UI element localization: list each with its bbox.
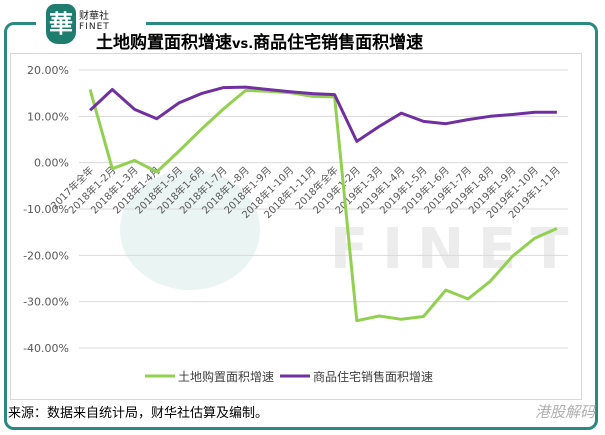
plot-area-border [10,53,582,400]
chart-title: 土地购置面积增速vs.商品住宅销售面积增速 [96,28,423,53]
sales-area-growth-line [89,85,557,143]
brand-en: FINET [79,22,110,32]
y-tick-label: -30.00% [23,296,69,309]
source-note: 来源：数据来自统计局，财华社估算及编制。 [8,406,269,421]
y-tick-label: 0.00% [34,157,69,170]
y-tick-label: -10.00% [23,203,69,216]
y-tick-label: 10.00% [27,110,69,123]
title-part2: 商品住宅销售面积增速 [253,33,424,53]
y-tick-label: -20.00% [23,249,69,262]
y-tick-label: -40.00% [23,342,69,355]
finet-logo-icon: 華 [46,4,76,44]
brand: 财華社 FINET [79,11,110,33]
watermark: 港股解码 [534,403,595,421]
title-vs: vs. [232,37,254,52]
logo-watermark-icon [120,170,260,290]
legend-label: 商品住宅销售面积增速 [313,369,433,384]
land-purchase-growth-line [88,88,558,323]
title-part1: 土地购置面积增速 [96,33,232,53]
legend-label: 土地购置面积增速 [178,369,274,384]
finet-watermark: FINET [330,217,582,282]
y-tick-label: 20.00% [27,64,69,77]
chart-frame [4,22,598,430]
brand-cn: 财華社 [79,11,109,22]
